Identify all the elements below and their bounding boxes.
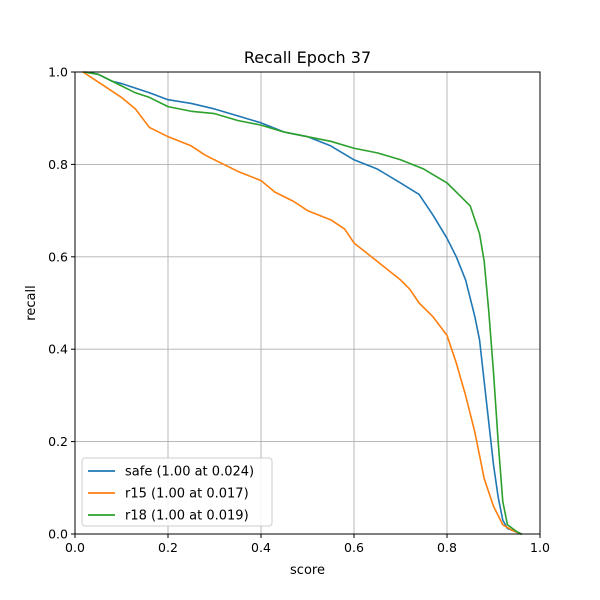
axis-ticks: 0.0 0.2 0.4 0.6 0.8 1.0 0.0 0.2 0.4 0.6 0.8 1.0 <box>48 65 550 556</box>
x-tick-label: 1.0 <box>530 540 550 555</box>
series-line-2 <box>83 71 523 535</box>
legend-entry: r18 (1.00 at 0.019) <box>125 509 249 524</box>
y-tick-label: 0.4 <box>48 342 68 357</box>
y-tick-label: 0.0 <box>48 527 68 542</box>
x-tick-label: 0.2 <box>158 540 178 555</box>
x-tick-label: 0.8 <box>437 540 457 555</box>
x-tick-label: 0.6 <box>344 540 364 555</box>
x-tick-label: 0.4 <box>251 540 271 555</box>
y-tick-label: 0.6 <box>48 249 68 264</box>
x-axis-label: score <box>290 563 325 578</box>
series-line-0 <box>85 71 523 535</box>
plot-frame <box>74 71 541 535</box>
legend-entry: r15 (1.00 at 0.017) <box>125 487 249 502</box>
chart-title: Recall Epoch 37 <box>244 48 371 67</box>
legend: safe (1.00 at 0.024) r15 (1.00 at 0.017) r… <box>81 457 273 527</box>
legend-box <box>81 457 273 527</box>
y-tick-label: 0.2 <box>48 434 68 449</box>
legend-entry: safe (1.00 at 0.024) <box>125 465 254 480</box>
x-tick-label: 0.0 <box>65 540 85 555</box>
y-tick-label: 1.0 <box>48 65 68 80</box>
y-tick-label: 0.8 <box>48 157 68 172</box>
series-line-1 <box>82 71 523 535</box>
series-lines <box>82 71 523 535</box>
y-axis-label: recall <box>24 285 39 320</box>
